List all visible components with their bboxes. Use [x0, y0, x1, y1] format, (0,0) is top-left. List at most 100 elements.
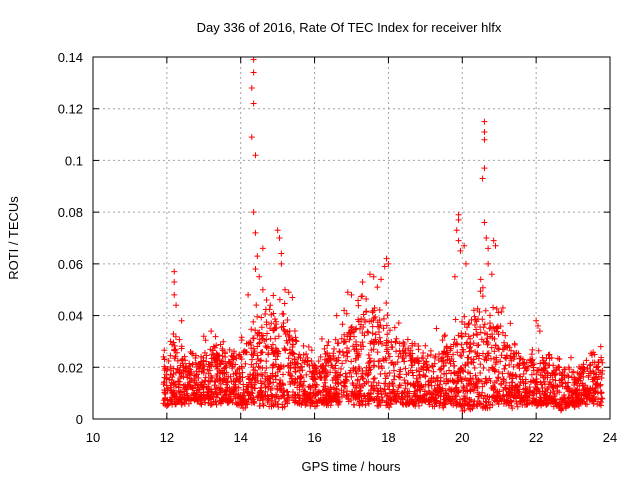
data-point	[428, 382, 435, 389]
data-point	[522, 380, 529, 387]
data-point	[243, 340, 250, 347]
data-point	[280, 326, 287, 333]
data-point	[455, 389, 462, 396]
data-point	[382, 375, 389, 382]
data-point	[227, 360, 234, 367]
data-point	[583, 357, 590, 364]
data-point	[272, 335, 279, 342]
data-point	[320, 401, 327, 408]
data-point	[305, 343, 312, 350]
data-point	[490, 304, 497, 311]
data-point	[597, 389, 604, 396]
data-point	[204, 388, 211, 395]
data-point	[250, 352, 257, 359]
data-point	[466, 320, 473, 327]
data-point	[485, 260, 492, 267]
x-tick-label: 22	[529, 430, 543, 445]
data-point	[170, 379, 177, 386]
data-point	[495, 309, 502, 316]
y-tick-label: 0.02	[58, 360, 83, 375]
data-point	[365, 351, 372, 358]
data-point	[170, 390, 177, 397]
data-point	[161, 347, 168, 354]
data-point	[493, 378, 500, 385]
data-point	[493, 359, 500, 366]
data-point	[392, 398, 399, 405]
data-point	[421, 397, 428, 404]
data-point	[537, 399, 544, 406]
data-point	[331, 365, 338, 372]
data-point	[533, 386, 540, 393]
data-point	[515, 350, 522, 357]
data-point	[457, 352, 464, 359]
data-point	[346, 369, 353, 376]
y-axis-label: ROTI / TECUs	[6, 196, 21, 280]
data-point	[300, 342, 307, 349]
data-point	[329, 377, 336, 384]
data-point	[401, 358, 408, 365]
data-point	[256, 339, 263, 346]
data-point	[179, 356, 186, 363]
data-point	[426, 398, 433, 405]
data-point	[354, 376, 361, 383]
data-point	[474, 305, 481, 312]
data-point	[290, 389, 297, 396]
data-point	[528, 371, 535, 378]
data-point	[451, 362, 458, 369]
data-point	[500, 376, 507, 383]
data-point	[207, 377, 214, 384]
data-point	[594, 376, 601, 383]
data-point	[458, 378, 465, 385]
data-point	[213, 363, 220, 370]
data-point	[411, 340, 418, 347]
data-point	[248, 326, 255, 333]
data-point	[250, 56, 257, 63]
data-point	[473, 376, 480, 383]
data-point	[498, 308, 505, 315]
data-point	[488, 344, 495, 351]
data-point	[453, 340, 460, 347]
data-point	[346, 336, 353, 343]
data-point	[360, 392, 367, 399]
data-point	[495, 390, 502, 397]
data-point	[248, 85, 255, 92]
data-point	[332, 336, 339, 343]
data-point	[394, 390, 401, 397]
data-point	[458, 403, 465, 410]
data-point	[572, 399, 579, 406]
data-point	[592, 385, 599, 392]
data-point	[353, 343, 360, 350]
data-point	[310, 368, 317, 375]
data-point	[274, 400, 281, 407]
data-point	[276, 296, 283, 303]
data-point	[217, 341, 224, 348]
data-point	[222, 387, 229, 394]
data-point	[277, 385, 284, 392]
data-point	[473, 353, 480, 360]
data-point	[178, 373, 185, 380]
data-point	[297, 354, 304, 361]
data-point	[242, 360, 249, 367]
data-point	[167, 371, 174, 378]
data-point	[359, 278, 366, 285]
data-point	[491, 348, 498, 355]
data-point	[565, 364, 572, 371]
data-point	[537, 360, 544, 367]
data-point	[219, 370, 226, 377]
data-point	[252, 152, 259, 159]
data-point	[529, 389, 536, 396]
data-point	[396, 340, 403, 347]
data-point	[468, 358, 475, 365]
data-point	[291, 356, 298, 363]
data-point	[215, 384, 222, 391]
data-point	[560, 371, 567, 378]
data-point	[533, 379, 540, 386]
data-point	[284, 317, 291, 324]
data-point	[308, 347, 315, 354]
x-tick-label: 10	[86, 430, 100, 445]
data-point	[535, 387, 542, 394]
data-point	[446, 367, 453, 374]
data-point	[386, 370, 393, 377]
data-point	[460, 384, 467, 391]
data-point	[480, 403, 487, 410]
